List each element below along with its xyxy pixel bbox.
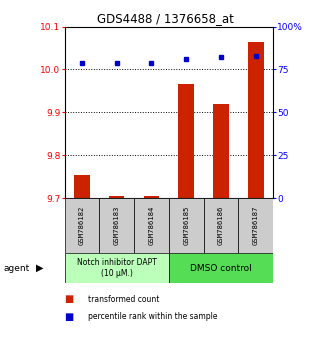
Text: GSM786186: GSM786186: [218, 206, 224, 245]
Text: GSM786185: GSM786185: [183, 206, 189, 245]
Text: percentile rank within the sample: percentile rank within the sample: [88, 312, 217, 321]
Bar: [65, 198, 99, 253]
Bar: [238, 198, 273, 253]
Text: DMSO control: DMSO control: [190, 264, 252, 273]
Text: GSM786183: GSM786183: [114, 206, 120, 245]
Text: GSM786187: GSM786187: [253, 206, 259, 245]
Text: Notch inhibitor DAPT
(10 μM.): Notch inhibitor DAPT (10 μM.): [77, 258, 157, 278]
Bar: [99, 198, 134, 253]
Bar: [248, 41, 263, 198]
Text: transformed count: transformed count: [88, 295, 159, 304]
Text: GDS4488 / 1376658_at: GDS4488 / 1376658_at: [97, 12, 234, 25]
Bar: [204, 198, 238, 253]
Bar: [134, 198, 169, 253]
Bar: [109, 196, 124, 198]
Text: GSM786182: GSM786182: [79, 206, 85, 245]
Bar: [74, 175, 90, 198]
Text: ■: ■: [65, 294, 74, 304]
Bar: [169, 198, 204, 253]
Text: ▶: ▶: [36, 263, 43, 273]
Text: GSM786184: GSM786184: [148, 206, 155, 245]
Bar: [213, 104, 229, 198]
Text: ■: ■: [65, 312, 74, 322]
Bar: [65, 253, 169, 283]
Bar: [144, 196, 159, 198]
Text: agent: agent: [3, 264, 29, 273]
Bar: [178, 85, 194, 198]
Bar: [169, 253, 273, 283]
